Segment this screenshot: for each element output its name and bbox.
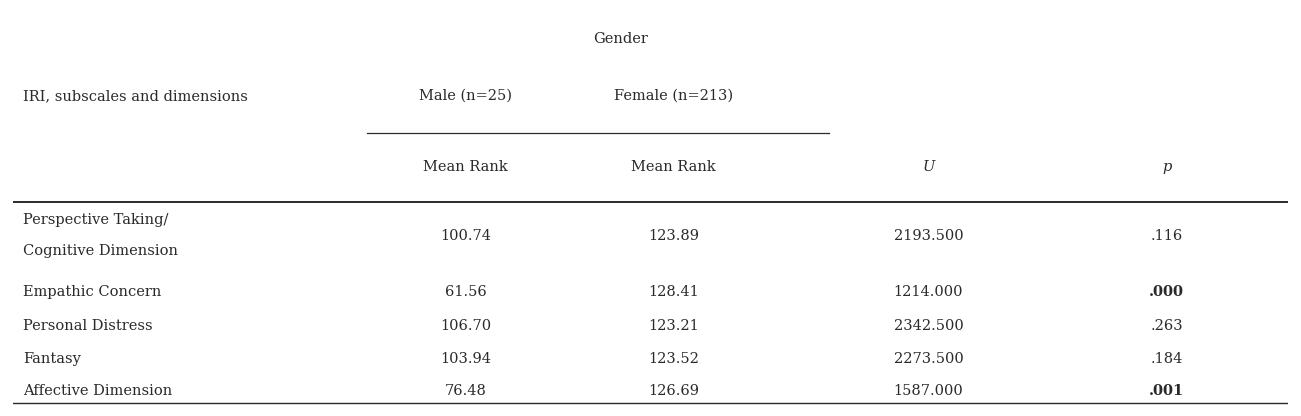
Text: 2342.500: 2342.500 (894, 319, 963, 333)
Text: 1587.000: 1587.000 (894, 384, 963, 399)
Text: .263: .263 (1150, 319, 1183, 333)
Text: Affective Dimension: Affective Dimension (23, 384, 173, 399)
Text: U: U (922, 160, 934, 174)
Text: .000: .000 (1149, 285, 1184, 299)
Text: 2193.500: 2193.500 (894, 228, 963, 243)
Text: Female (n=213): Female (n=213) (614, 89, 732, 103)
Text: p: p (1162, 160, 1172, 174)
Text: Personal Distress: Personal Distress (23, 319, 152, 333)
Text: Gender: Gender (593, 32, 648, 46)
Text: 106.70: 106.70 (440, 319, 492, 333)
Text: .116: .116 (1151, 228, 1183, 243)
Text: Empathic Concern: Empathic Concern (23, 285, 161, 299)
Text: IRI, subscales and dimensions: IRI, subscales and dimensions (23, 89, 248, 103)
Text: 61.56: 61.56 (445, 285, 487, 299)
Text: 123.21: 123.21 (648, 319, 699, 333)
Text: 76.48: 76.48 (445, 384, 487, 399)
Text: .184: .184 (1150, 352, 1183, 366)
Text: 123.52: 123.52 (648, 352, 699, 366)
Text: 100.74: 100.74 (440, 228, 492, 243)
Text: 126.69: 126.69 (648, 384, 699, 399)
Text: 128.41: 128.41 (648, 285, 699, 299)
Text: Cognitive Dimension: Cognitive Dimension (23, 244, 178, 258)
Text: 123.89: 123.89 (648, 228, 699, 243)
Text: Mean Rank: Mean Rank (631, 160, 716, 174)
Text: 2273.500: 2273.500 (894, 352, 963, 366)
Text: 103.94: 103.94 (440, 352, 492, 366)
Text: Male (n=25): Male (n=25) (419, 89, 513, 103)
Text: Mean Rank: Mean Rank (423, 160, 507, 174)
Text: Fantasy: Fantasy (23, 352, 81, 366)
Text: .001: .001 (1149, 384, 1184, 399)
Text: Perspective Taking/: Perspective Taking/ (23, 213, 169, 227)
Text: 1214.000: 1214.000 (894, 285, 963, 299)
